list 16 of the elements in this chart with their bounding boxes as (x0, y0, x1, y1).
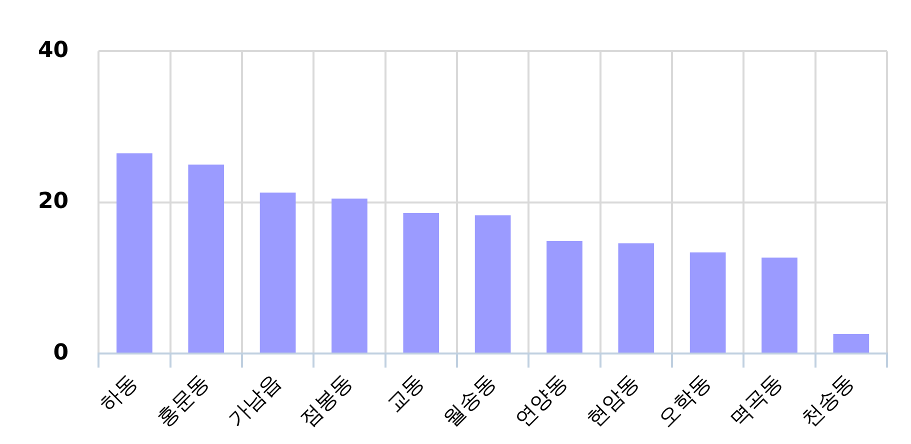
bar (474, 215, 511, 353)
bar (116, 153, 152, 353)
bar (188, 164, 224, 353)
bar (690, 252, 726, 353)
bar (546, 240, 582, 353)
bar (618, 243, 654, 353)
y-tick-label: 20 (38, 189, 69, 214)
bar (260, 192, 296, 353)
bar (403, 213, 440, 353)
y-tick-label: 40 (38, 38, 69, 63)
x-tick-label: 교동 (382, 370, 429, 417)
bar (833, 334, 870, 353)
bar (332, 198, 368, 353)
x-tick-label: 하동 (95, 370, 142, 417)
y-tick-label: 0 (53, 340, 69, 366)
bar (762, 258, 798, 353)
